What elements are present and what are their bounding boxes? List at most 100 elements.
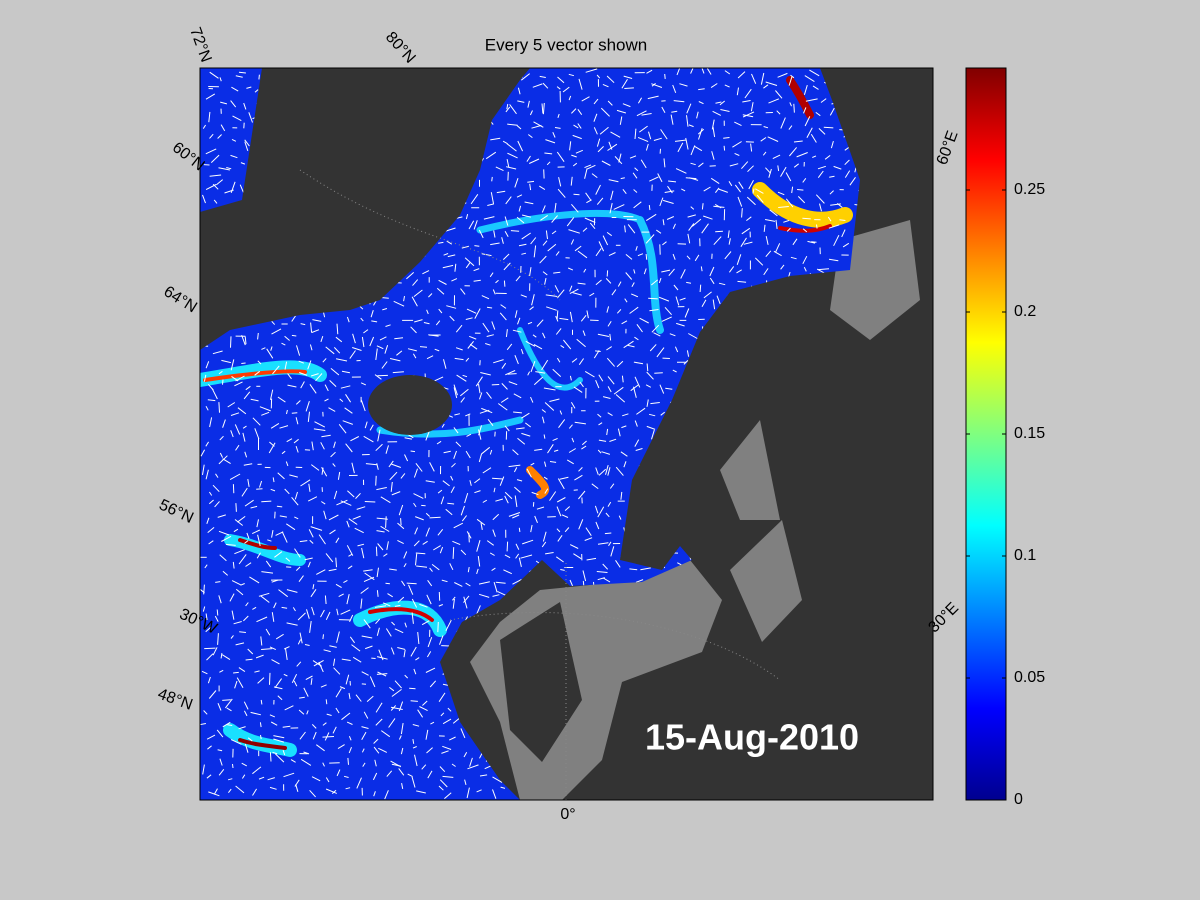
vector [516, 479, 523, 482]
vector [354, 527, 364, 534]
vector [660, 129, 668, 140]
vector [532, 83, 543, 88]
vector [451, 462, 456, 468]
vector [265, 560, 272, 568]
vector [284, 361, 288, 370]
vector [463, 595, 470, 603]
vector [648, 297, 658, 300]
vector [292, 607, 296, 612]
vector [206, 774, 212, 779]
vector [260, 699, 263, 705]
vector [374, 759, 377, 767]
vector [474, 245, 480, 247]
vector [527, 100, 530, 108]
britain [500, 602, 582, 762]
vector [621, 425, 627, 429]
vector [790, 256, 797, 260]
vector [621, 375, 624, 383]
vector [377, 429, 381, 442]
vector [293, 438, 299, 444]
vector [294, 516, 299, 520]
vector [539, 185, 546, 191]
vector [664, 306, 672, 316]
vector [394, 337, 404, 340]
vector [606, 346, 612, 351]
vector [255, 654, 264, 659]
vector [422, 540, 428, 545]
vector [382, 297, 389, 299]
vector [261, 411, 270, 416]
vector [608, 541, 612, 547]
vector [647, 95, 659, 100]
vector [312, 584, 315, 590]
velocity-vectors [200, 68, 860, 800]
vector [318, 534, 326, 545]
vector [374, 374, 382, 380]
vector [584, 217, 596, 223]
vector [296, 661, 302, 667]
vector [340, 500, 352, 506]
vector [256, 488, 263, 490]
vector [307, 411, 310, 422]
vector [247, 737, 253, 742]
vector [750, 102, 754, 112]
vector [483, 216, 495, 220]
vector [452, 596, 456, 601]
colorbar-ticks: 0 0.05 0.1 0.15 0.2 0.25 [966, 181, 1045, 808]
vector [403, 649, 406, 658]
vector [465, 213, 469, 220]
vector [513, 411, 522, 414]
vector [335, 557, 337, 568]
vector [607, 100, 613, 106]
vector [645, 234, 655, 244]
vector [352, 656, 362, 663]
vector [542, 416, 545, 424]
vector [311, 329, 320, 333]
vector [627, 344, 635, 348]
vector [495, 581, 506, 584]
vector [529, 183, 532, 191]
vector [376, 567, 379, 578]
vector [617, 428, 621, 437]
vector [252, 766, 262, 775]
vector [570, 239, 575, 245]
vector [486, 540, 494, 546]
vector [207, 399, 216, 402]
graticule-label: 48°N [155, 686, 194, 714]
vector [568, 229, 580, 234]
vector [672, 223, 676, 230]
vector [620, 491, 623, 500]
vector [577, 282, 586, 285]
vector [568, 424, 573, 429]
vector [616, 109, 627, 114]
vector [465, 261, 471, 269]
vector [465, 582, 471, 587]
vector [329, 645, 337, 648]
vector [363, 435, 374, 443]
vector [842, 242, 850, 248]
vector [222, 419, 226, 428]
vector [557, 113, 560, 118]
vector [203, 374, 207, 382]
vector [372, 772, 378, 781]
vector [493, 230, 496, 238]
vector [582, 570, 587, 582]
graticule-label: 64°N [160, 283, 199, 316]
vector [227, 724, 233, 726]
vector [573, 553, 582, 560]
vector [241, 362, 246, 364]
vector [426, 651, 432, 658]
vector [633, 269, 636, 274]
vector [474, 478, 481, 484]
vector [636, 407, 646, 415]
vector [226, 167, 232, 170]
vector [646, 371, 654, 380]
vector [541, 541, 547, 548]
vector [400, 518, 402, 526]
vector [271, 659, 280, 665]
vector [270, 488, 276, 492]
vector [844, 170, 851, 178]
vector [245, 385, 251, 391]
vector [298, 360, 304, 364]
vector [521, 214, 532, 218]
